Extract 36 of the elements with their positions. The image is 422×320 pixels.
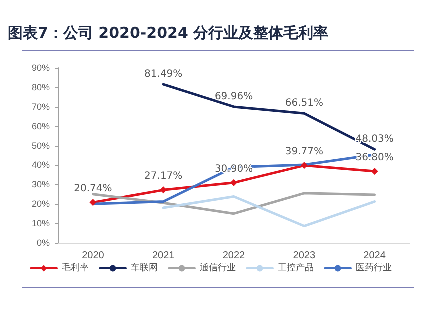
- x-tick-label: 2020: [82, 250, 105, 262]
- y-tick-label: 40%: [32, 160, 50, 170]
- legend-label: 医药行业: [356, 262, 392, 274]
- data-label: 20.74%: [74, 184, 112, 195]
- legend-label: 毛利率: [62, 262, 89, 274]
- y-tick-label: 10%: [32, 218, 50, 229]
- data-label: 66.51%: [285, 98, 324, 110]
- point: [300, 162, 308, 170]
- point: [230, 179, 238, 186]
- legend-label: 车联网: [131, 262, 158, 274]
- y-tick-label: 20%: [32, 199, 50, 210]
- x-tick-label: 2022: [222, 250, 246, 262]
- data-label: 48.03%: [356, 134, 394, 146]
- y-tick-label: 0%: [36, 238, 50, 248]
- y-tick-label: 30%: [32, 180, 50, 190]
- x-tick-label: 2021: [152, 250, 176, 262]
- data-label: 39.77%: [285, 146, 324, 158]
- y-tick-label: 60%: [32, 121, 50, 132]
- y-tick-label: 90%: [32, 63, 50, 73]
- data-label: 81.49%: [144, 69, 183, 80]
- point: [90, 199, 97, 206]
- y-tick-label: 80%: [32, 82, 50, 92]
- legend-label: 通信行业: [200, 262, 236, 274]
- point: [371, 168, 378, 175]
- y-tick-label: 70%: [32, 102, 50, 112]
- x-tick-label: 2024: [364, 250, 386, 262]
- line-series: [162, 195, 376, 228]
- data-label: 36.80%: [356, 152, 394, 164]
- data-label: 69.96%: [214, 91, 254, 102]
- line-series: [92, 192, 376, 216]
- data-label: 27.17%: [144, 171, 183, 182]
- y-tick-label: 50%: [32, 140, 50, 151]
- chart-title: 图表7：公司 2020-2024 分行业及整体毛利率: [8, 24, 329, 43]
- point: [160, 186, 168, 194]
- legend-label: 工控产品: [278, 262, 314, 274]
- x-tick-label: 2023: [293, 250, 316, 262]
